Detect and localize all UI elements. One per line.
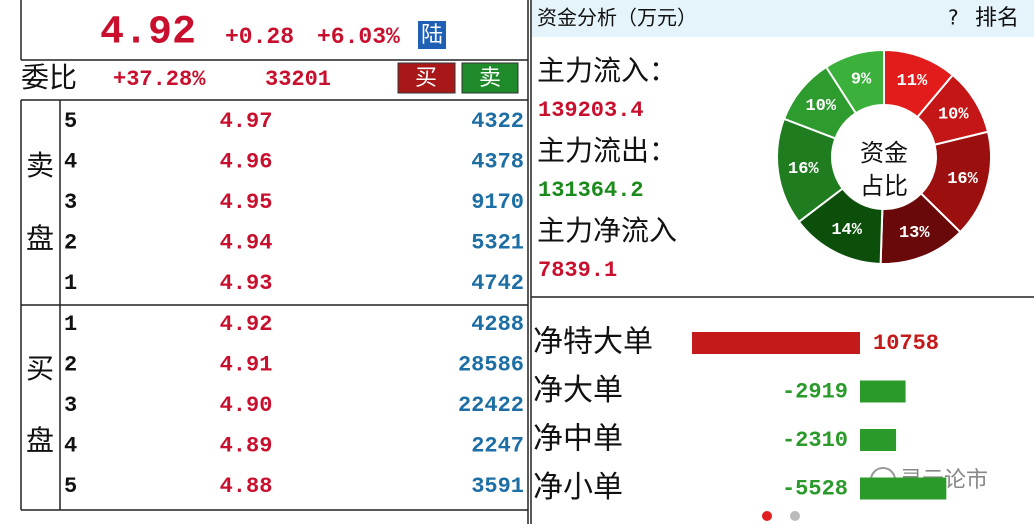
bar-value: -2919: [782, 379, 848, 404]
order-price: 4.88: [220, 474, 273, 499]
level: 5: [64, 109, 77, 134]
order-frame: [20, 0, 1034, 524]
sell-button-label[interactable]: 卖: [479, 66, 501, 91]
outflow-label: 主力流出：: [537, 134, 677, 167]
help[interactable]: ?: [948, 6, 959, 30]
order-volume: 4742: [471, 271, 524, 296]
donut-label: 16%: [788, 160, 819, 179]
bar-category: 净小单: [533, 470, 623, 505]
net: 7839.1: [538, 258, 617, 283]
net-label: 主力净流入: [537, 214, 677, 247]
donut-label: 10%: [805, 97, 836, 116]
level: 5: [64, 474, 77, 499]
bar: [860, 380, 906, 403]
order-volume: 2247: [471, 433, 524, 458]
ratio-diff: 33201: [265, 67, 331, 92]
order-volume: 22422: [458, 393, 524, 418]
page-dot[interactable]: [790, 511, 800, 521]
level: 2: [64, 352, 77, 377]
bar: [860, 429, 897, 451]
order-volume: 3591: [471, 474, 524, 499]
order-price: 4.91: [220, 352, 273, 377]
level: 1: [64, 271, 77, 296]
donut-label: 9%: [851, 70, 872, 89]
order-price: 4.96: [220, 149, 273, 174]
order-volume: 9170: [471, 190, 524, 215]
donut-label: 14%: [831, 221, 862, 240]
order-volume: 28586: [458, 352, 524, 377]
bar: [692, 332, 860, 354]
donut-label: 16%: [947, 170, 978, 189]
order-price: 4.90: [220, 393, 273, 418]
donut-center: 占比: [860, 172, 908, 200]
order-price: 4.89: [220, 433, 273, 458]
buy-button[interactable]: [397, 62, 456, 94]
bar-category: 净中单: [533, 422, 623, 457]
order-volume: 4378: [471, 149, 524, 174]
panel-header: [532, 0, 1034, 37]
change: +0.28: [225, 24, 294, 50]
side-label: 买: [26, 352, 54, 385]
page-dot[interactable]: [762, 511, 772, 521]
side-label: 卖: [26, 149, 54, 182]
badge: 陆: [421, 23, 443, 48]
level: 4: [64, 433, 77, 458]
side-label: 盘: [26, 222, 54, 255]
bar: [860, 477, 947, 500]
bar-value: -5528: [782, 476, 848, 501]
order-price: 4.95: [220, 190, 273, 215]
order-volume: 5321: [471, 230, 524, 255]
level: 1: [64, 312, 77, 337]
badge-box: [418, 21, 446, 49]
side-label: 盘: [26, 424, 54, 457]
donut-label: 13%: [899, 224, 930, 243]
order-price: 4.92: [220, 312, 273, 337]
order-price: 4.97: [220, 109, 273, 134]
bar-category: 净大单: [533, 373, 623, 408]
inflow: 139203.4: [538, 98, 644, 123]
bar-category: 净特大单: [533, 325, 653, 360]
inflow-label: 主力流入：: [537, 54, 677, 87]
sell-button[interactable]: [461, 62, 519, 94]
donut-center: 资金: [860, 139, 908, 167]
ratio-pct: +37.28%: [113, 67, 206, 92]
bar-value: 10758: [873, 331, 939, 356]
level: 4: [64, 149, 77, 174]
rank[interactable]: 排名: [975, 6, 1019, 31]
level: 3: [64, 190, 77, 215]
level: 2: [64, 230, 77, 255]
buy-button-label[interactable]: 买: [415, 66, 437, 91]
donut-segment: [824, 48, 885, 115]
ratio-label: 委比: [21, 61, 77, 94]
bar-value: -2310: [782, 428, 848, 453]
order-volume: 4322: [471, 109, 524, 134]
price: 4.92: [100, 11, 196, 56]
change-pct: +6.03%: [317, 24, 400, 50]
outflow: 131364.2: [538, 178, 644, 203]
order-volume: 4288: [471, 312, 524, 337]
level: 3: [64, 393, 77, 418]
panel-title: 资金分析（万元）: [537, 6, 697, 30]
donut-label: 11%: [897, 72, 928, 91]
order-price: 4.94: [220, 230, 273, 255]
order-price: 4.93: [220, 271, 273, 296]
donut-label: 10%: [938, 106, 969, 125]
